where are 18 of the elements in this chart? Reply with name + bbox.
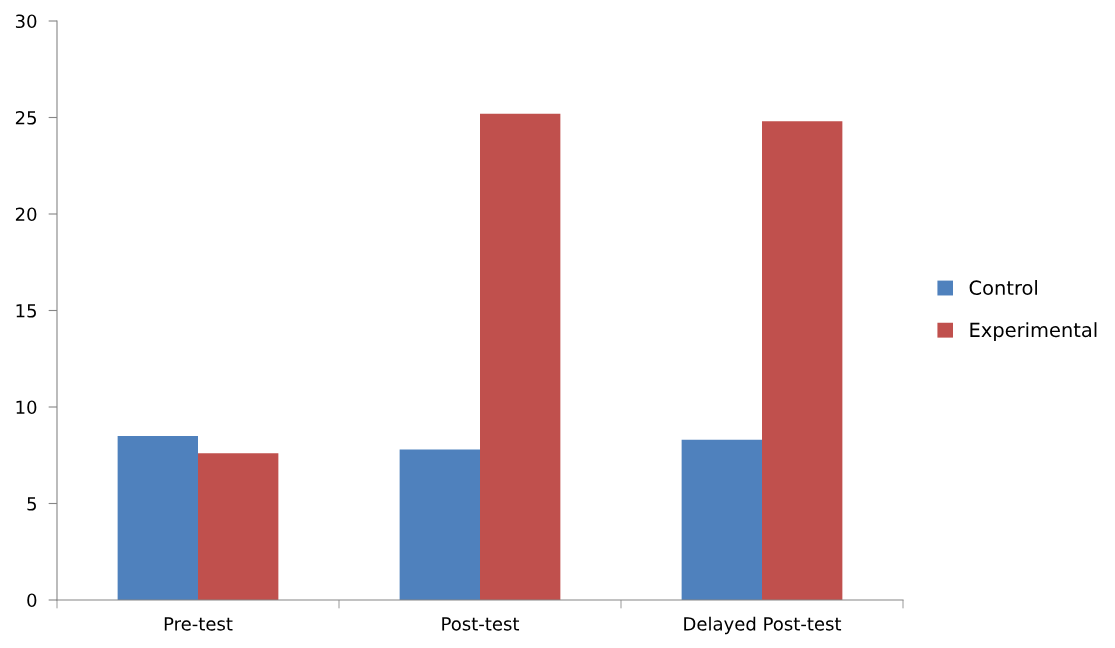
bar: [681, 439, 762, 600]
x-tick-label: Post-test: [442, 617, 520, 631]
y-tick-label: 30: [15, 14, 37, 29]
y-tick-label: 20: [15, 207, 37, 222]
bar: [762, 121, 843, 600]
bar: [198, 453, 279, 600]
y-tick-label: 5: [27, 497, 36, 511]
y-tick-label: 0: [27, 593, 37, 608]
bar: [480, 113, 561, 600]
y-tick-label: 25: [15, 110, 36, 125]
legend-label: Experimental: [970, 322, 1097, 341]
bar: [117, 435, 198, 600]
x-tick-label: Pre-test: [164, 617, 233, 631]
x-tick-label: Delayed Post-test: [684, 616, 842, 635]
y-tick-label: 10: [16, 400, 37, 415]
legend-label: Control: [969, 280, 1037, 296]
bar: [399, 449, 480, 600]
y-tick-label: 15: [16, 304, 36, 318]
